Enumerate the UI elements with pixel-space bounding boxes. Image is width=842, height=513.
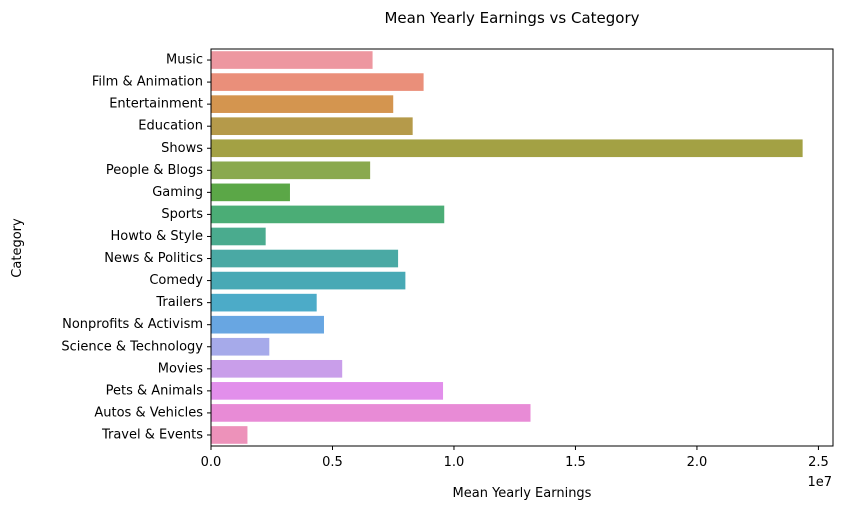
bars-layer: [211, 51, 803, 444]
y-tick-label: Comedy: [149, 273, 203, 288]
bar: [211, 183, 290, 202]
y-tick-label: Film & Animation: [92, 75, 203, 90]
plot-frame: [210, 48, 834, 447]
bar: [211, 205, 445, 224]
y-tick-label: Music: [166, 53, 203, 68]
x-axis: 0.0 0.5 1.0 1.5 2.0 2.5: [201, 446, 829, 470]
y-tick-label: Sports: [161, 207, 203, 222]
y-tick-label: Trailers: [155, 295, 203, 310]
y-tick-label: Nonprofits & Activism: [62, 317, 203, 332]
bar: [211, 382, 444, 400]
y-tick-label: Shows: [161, 141, 203, 156]
bar: [211, 139, 803, 158]
bar: [211, 404, 531, 422]
y-tick-label: Science & Technology: [61, 339, 203, 354]
y-tick-label: Autos & Vehicles: [94, 405, 203, 420]
y-tick-label: News & Politics: [104, 251, 203, 266]
bar: [211, 95, 394, 113]
bar: [211, 315, 324, 334]
x-tick-label: 2.0: [687, 455, 708, 470]
bar: [211, 293, 317, 312]
x-tick-label: 1.0: [444, 455, 465, 470]
y-tick-label: Travel & Events: [101, 427, 203, 442]
x-tick-label: 2.5: [808, 455, 829, 470]
y-axis: Music Film & Animation Entertainment Educat…: [61, 53, 211, 442]
bar: [211, 249, 399, 268]
y-tick-label: People & Blogs: [106, 163, 203, 178]
bar: [211, 227, 266, 246]
y-tick-label: Entertainment: [109, 97, 203, 112]
bar: [211, 73, 424, 91]
x-tick-label: 1.5: [565, 455, 586, 470]
x-axis-label: Mean Yearly Earnings: [453, 486, 592, 501]
bar: [211, 359, 343, 378]
x-tick-label: 0.5: [322, 455, 343, 470]
bar: [211, 117, 413, 136]
y-tick-label: Education: [138, 119, 203, 134]
bar: [211, 51, 373, 69]
bar: [211, 271, 406, 290]
chart-title: Mean Yearly Earnings vs Category: [384, 9, 639, 27]
x-axis-offset-text: 1e7: [807, 475, 832, 490]
bar: [211, 426, 248, 444]
y-tick-label: Gaming: [152, 185, 203, 200]
y-tick-label: Howto & Style: [111, 229, 203, 244]
y-axis-label: Category: [10, 218, 25, 278]
y-tick-label: Movies: [158, 361, 203, 376]
y-tick-label: Pets & Animals: [106, 383, 204, 398]
x-tick-label: 0.0: [201, 455, 222, 470]
bar: [211, 161, 371, 180]
bar: [211, 337, 270, 356]
